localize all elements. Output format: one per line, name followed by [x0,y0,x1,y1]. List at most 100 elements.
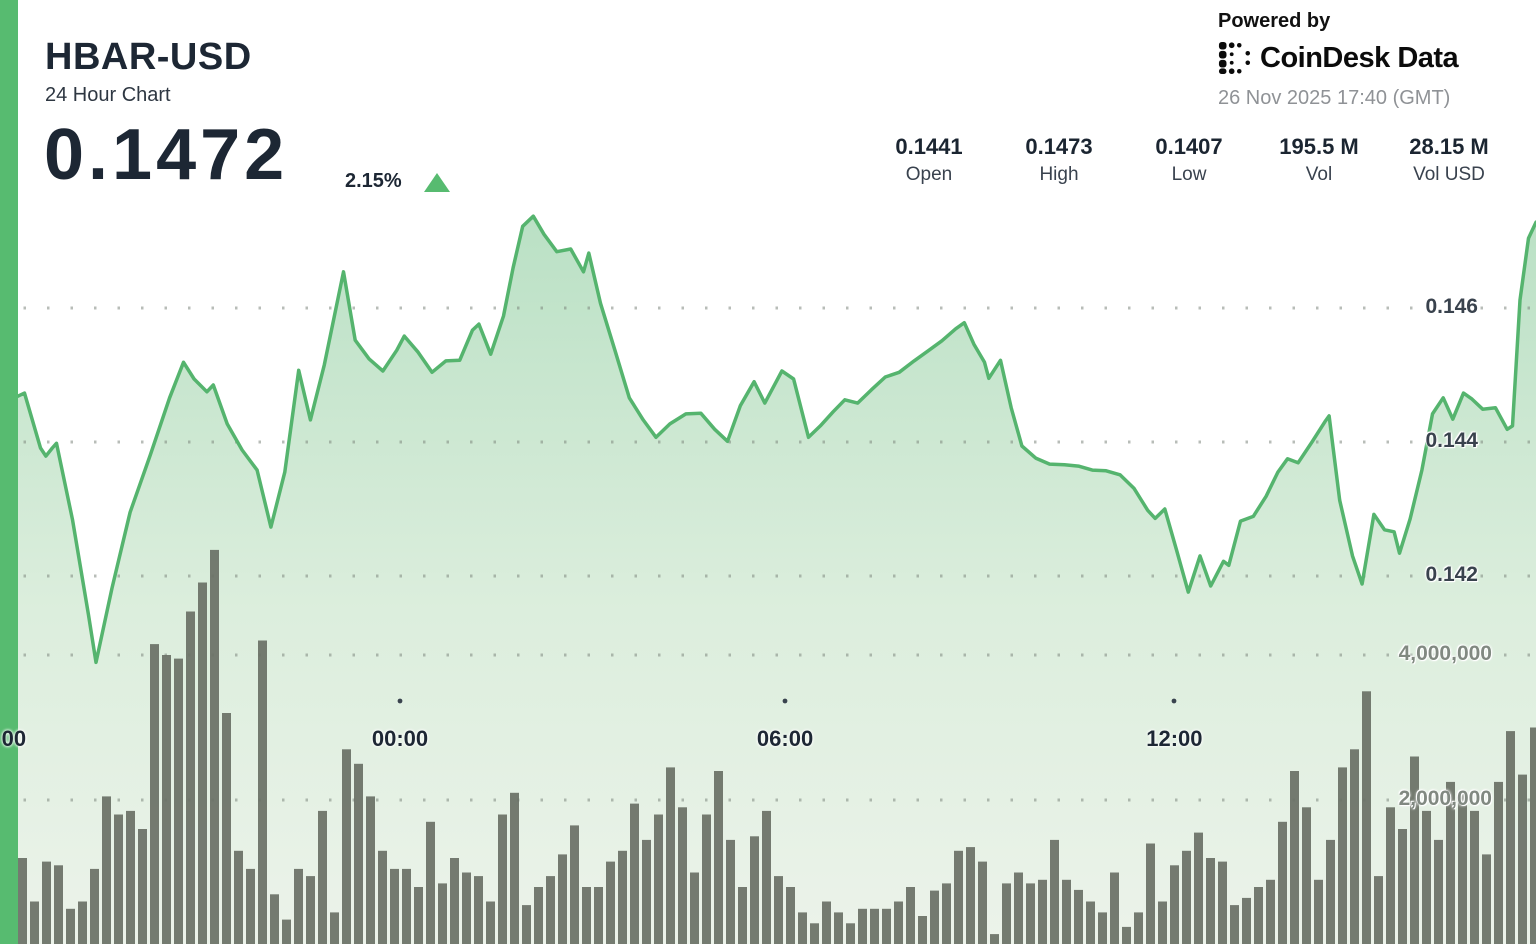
volume-bar [810,923,819,944]
volume-bar [750,836,759,944]
volume-bar [1266,879,1275,944]
volume-bar [1014,872,1023,944]
stat-value: 0.1473 [1025,134,1093,159]
volume-bar [294,868,303,944]
volume-bar [1458,792,1467,944]
stat-high: 0.1473 High [994,134,1124,190]
stat-low: 0.1407 Low [1124,134,1254,190]
volume-bar [714,771,723,944]
volume-bar [30,901,39,944]
chart-subtitle: 24 Hour Chart [45,84,171,106]
volume-bar [1326,839,1335,944]
volume-bar [630,803,639,944]
stat-label: Vol USD [1413,164,1485,185]
stat-open: 0.1441 Open [864,134,994,190]
volume-bar [210,549,219,944]
volume-bar [78,901,87,944]
volume-bar [1422,810,1431,944]
volume-bar [318,810,327,944]
volume-bar [174,658,183,944]
volume-bar [666,767,675,944]
x-axis-label: 00:00 [371,726,429,751]
volume-bar [126,810,135,944]
volume-bar [438,883,447,944]
y-axis-volume-label: 2,000,000 [1398,787,1492,810]
volume-bar [258,640,267,944]
x-axis-label: 12:00 [1146,726,1203,751]
brand-name: CoinDesk Data [1260,41,1459,74]
volume-bar [594,887,603,944]
volume-bar [1122,926,1131,944]
volume-bar [1098,912,1107,944]
volume-bar [654,814,663,944]
volume-bar [534,887,543,944]
volume-bar [510,792,519,944]
coindesk-logo[interactable]: CoinDesk Data [1218,41,1490,75]
volume-bar [1290,771,1299,944]
symbol-title: HBAR-USD [45,36,252,78]
volume-bar [18,858,27,944]
stat-vol: 195.5 M Vol [1254,134,1384,190]
volume-bar [906,887,915,944]
y-axis-volume-label: 4,000,000 [1398,642,1492,665]
volume-bar [1242,897,1251,944]
volume-bar [138,829,147,944]
volume-bar [1494,781,1503,944]
volume-bar [1074,889,1083,944]
volume-bar [1470,810,1479,944]
volume-bar [702,814,711,944]
y-axis-price-label: 0.142 [1425,563,1478,586]
volume-bar [978,861,987,944]
volume-bar [1398,829,1407,944]
volume-bar [1038,879,1047,944]
x-tick-dot [782,698,788,704]
left-accent-bar [0,0,18,944]
volume-bar [42,861,51,944]
volume-bar [198,582,207,944]
stat-vol-usd: 28.15 M Vol USD [1384,134,1514,190]
volume-bar [234,850,243,944]
volume-bar [354,763,363,944]
y-axis-price-label: 0.144 [1425,429,1478,452]
volume-bar [1206,858,1215,944]
volume-bar [114,814,123,944]
price-area-fill [0,216,1536,944]
volume-bar [426,821,435,944]
volume-bar [498,814,507,944]
volume-bar [1338,767,1347,944]
up-triangle-icon [424,173,450,192]
volume-bar [402,868,411,944]
volume-bar [690,872,699,944]
volume-bar [1302,807,1311,944]
volume-bar [846,923,855,944]
volume-bar [558,854,567,944]
change-percent: 2.15% [345,170,402,192]
stat-value: 0.1441 [895,134,963,159]
volume-bar [1350,749,1359,944]
volume-bar [1194,832,1203,944]
timestamp: 26 Nov 2025 17:40 (GMT) [1218,87,1451,109]
volume-bar [282,919,291,944]
volume-bar [990,934,999,944]
y-axis-price-label: 0.146 [1425,295,1478,318]
volume-bar [1050,839,1059,944]
volume-bar [858,908,867,944]
volume-bar [870,908,879,944]
volume-bar [66,908,75,944]
volume-bar [642,839,651,944]
volume-bar [90,868,99,944]
volume-bar [1446,781,1455,944]
volume-bar [834,912,843,944]
stat-value: 0.1407 [1155,134,1223,159]
volume-bar [150,644,159,944]
volume-bar [582,887,591,944]
volume-bar [894,901,903,944]
volume-bar [954,850,963,944]
volume-bar [342,749,351,944]
volume-bar [222,713,231,944]
volume-bar [246,868,255,944]
volume-bar [1434,839,1443,944]
volume-bar [678,807,687,944]
volume-bar [1002,883,1011,944]
